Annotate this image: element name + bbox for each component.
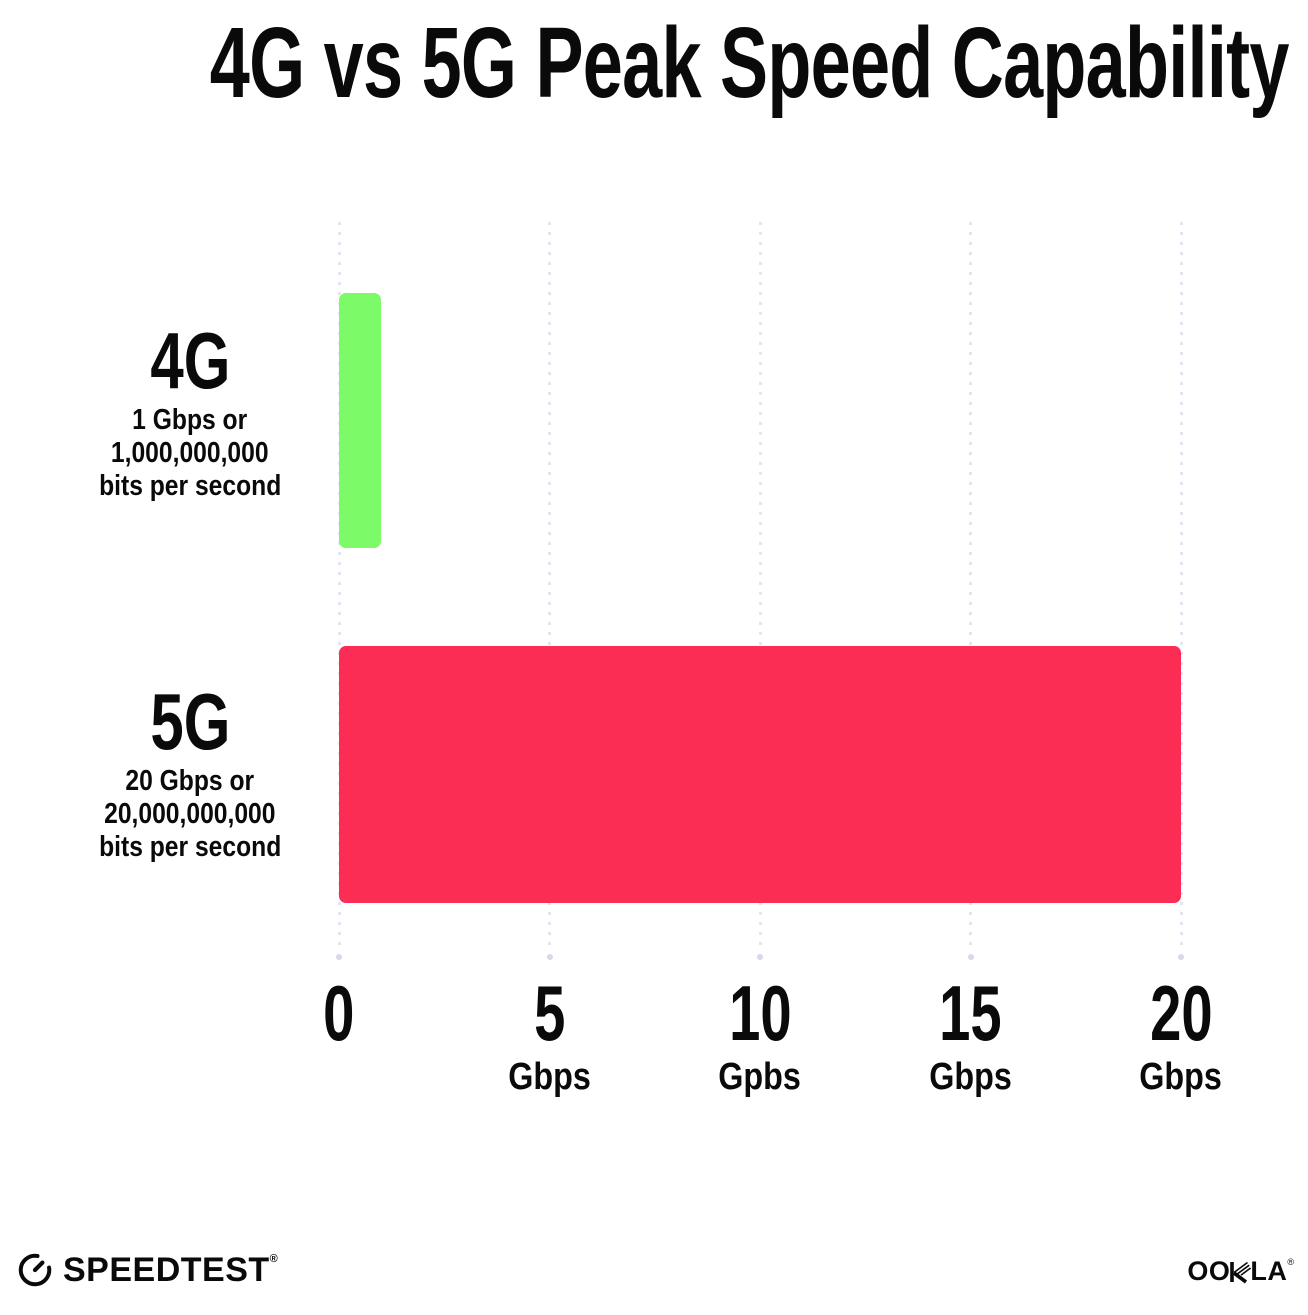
speedtest-trademark: ®: [269, 1253, 279, 1265]
speedtest-gauge-icon: [18, 1253, 52, 1287]
row-desc-5g-line1: 20 Gbps or: [125, 765, 255, 797]
bar-5g: [339, 646, 1181, 903]
row-heading-4g-text: 4G: [149, 316, 231, 405]
row-desc-5g-line2: 20,000,000,000: [104, 798, 276, 830]
row-desc-4g-line1: 1 Gbps or: [132, 404, 248, 436]
x-tick-15-number: 15: [939, 969, 1002, 1057]
x-tick-10-unit: Gpbs: [718, 1056, 802, 1098]
row-label-4g: 4G 1 Gbps or 1,000,000,000 bits per seco…: [40, 318, 340, 503]
ookla-trademark: ®: [1287, 1257, 1294, 1267]
row-heading-5g: 5G: [40, 679, 340, 765]
x-tick-5-unit: Gbps: [508, 1056, 591, 1098]
ookla-k-icon: [1230, 1261, 1252, 1284]
ookla-wordmark-oo: OO: [1187, 1256, 1231, 1286]
ookla-logo: OO LA ®: [1187, 1256, 1294, 1286]
row-label-5g: 5G 20 Gbps or 20,000,000,000 bits per se…: [40, 679, 340, 864]
speedtest-logo: SPEEDTEST®: [16, 1250, 278, 1290]
ookla-wordmark-la: LA: [1250, 1256, 1288, 1286]
x-tick-20-number: 20: [1149, 969, 1213, 1057]
x-tick-10-number: 10: [728, 969, 792, 1057]
x-tick-0-number: 0: [323, 969, 355, 1057]
x-tick-20-unit: Gbps: [1139, 1056, 1223, 1098]
x-tick-15-unit: Gbps: [929, 1056, 1012, 1098]
gridline-5: [546, 222, 553, 960]
gridline-10: [757, 222, 763, 960]
gridline-15: [967, 222, 974, 960]
row-desc-4g-line3: bits per second: [98, 470, 282, 502]
speedtest-wordmark: SPEEDTEST®: [63, 1251, 279, 1289]
row-desc-5g-line3: bits per second: [98, 831, 282, 863]
chart-title-text: 4G vs 5G Peak Speed Capability: [209, 7, 1290, 119]
x-tick-5: 5 Gbps: [440, 973, 660, 1097]
x-tick-15: 15 Gbps: [861, 973, 1081, 1097]
x-tick-10: 10 Gpbs: [650, 973, 870, 1097]
x-tick-5-number: 5: [533, 969, 566, 1057]
bar-4g: [339, 293, 382, 548]
x-tick-0: 0: [229, 973, 449, 1097]
row-desc-4g-line2: 1,000,000,000: [111, 437, 269, 469]
row-heading-5g-text: 5G: [149, 677, 231, 766]
x-tick-20: 20 Gbps: [1071, 973, 1291, 1097]
row-heading-4g: 4G: [40, 318, 340, 404]
gridline-0: [336, 222, 342, 960]
chart-title: 4G vs 5G Peak Speed Capability: [0, 10, 1308, 116]
gridline-20: [1178, 222, 1184, 960]
